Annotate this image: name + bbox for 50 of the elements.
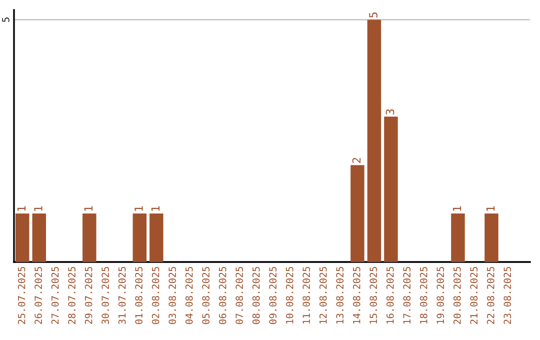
bar (16, 214, 30, 262)
bar (82, 214, 96, 262)
x-tick-label: 02.08.2025 (152, 266, 160, 324)
x-tick-label: 06.08.2025 (218, 266, 226, 324)
data-label: 1 (84, 206, 92, 211)
x-tick-label: 05.08.2025 (202, 266, 210, 324)
x-tick-label: 08.08.2025 (252, 266, 260, 324)
x-tick-label: 04.08.2025 (185, 266, 193, 324)
x-tick-label: 31.07.2025 (118, 266, 126, 324)
x-tick-label: 22.08.2025 (486, 266, 494, 324)
bar (384, 116, 398, 262)
x-tick-label: 13.08.2025 (336, 266, 344, 324)
x-tick-label: 20.08.2025 (453, 266, 461, 324)
data-label: 3 (386, 109, 394, 114)
x-tick-label: 27.07.2025 (51, 266, 59, 324)
bar (32, 214, 46, 262)
data-label: 2 (352, 158, 361, 163)
bar (350, 165, 364, 262)
data-label: 1 (486, 206, 495, 211)
data-label: 1 (452, 206, 462, 211)
x-tick-label: 12.08.2025 (319, 266, 327, 324)
bar (150, 214, 164, 262)
bar (367, 20, 382, 262)
x-tick-label: 03.08.2025 (168, 266, 176, 324)
x-tick-label: 10.08.2025 (286, 266, 294, 324)
x-tick-label: 15.08.2025 (370, 266, 378, 324)
data-label: 1 (151, 206, 160, 211)
x-tick-label: 21.08.2025 (470, 266, 478, 324)
x-tick-label: 25.07.2025 (18, 266, 26, 324)
x-tick-label: 09.08.2025 (269, 266, 277, 324)
data-label: 5 (369, 12, 378, 18)
x-tick-label: 16.08.2025 (386, 266, 394, 324)
data-label: 1 (134, 206, 143, 211)
x-tick-label: 26.07.2025 (34, 266, 42, 324)
data-label: 1 (34, 206, 42, 211)
bar (484, 214, 498, 262)
x-tick-label: 30.07.2025 (102, 266, 109, 324)
bar (451, 214, 465, 262)
x-tick-label: 14.08.2025 (352, 266, 360, 324)
data-label: 1 (17, 206, 26, 211)
x-tick-label: 11.08.2025 (302, 266, 310, 324)
x-tick-label: 28.07.2025 (68, 266, 76, 324)
x-tick-label: 01.08.2025 (135, 266, 142, 324)
x-tick-label: 29.07.2025 (84, 266, 92, 324)
x-tick-label: 18.08.2025 (420, 266, 428, 324)
x-tick-label: 17.08.2025 (403, 266, 411, 324)
bar (132, 214, 147, 262)
x-tick-label: 07.08.2025 (236, 266, 244, 324)
x-tick-label: 19.08.2025 (436, 266, 444, 324)
x-tick-label: 23.08.2025 (504, 266, 512, 324)
